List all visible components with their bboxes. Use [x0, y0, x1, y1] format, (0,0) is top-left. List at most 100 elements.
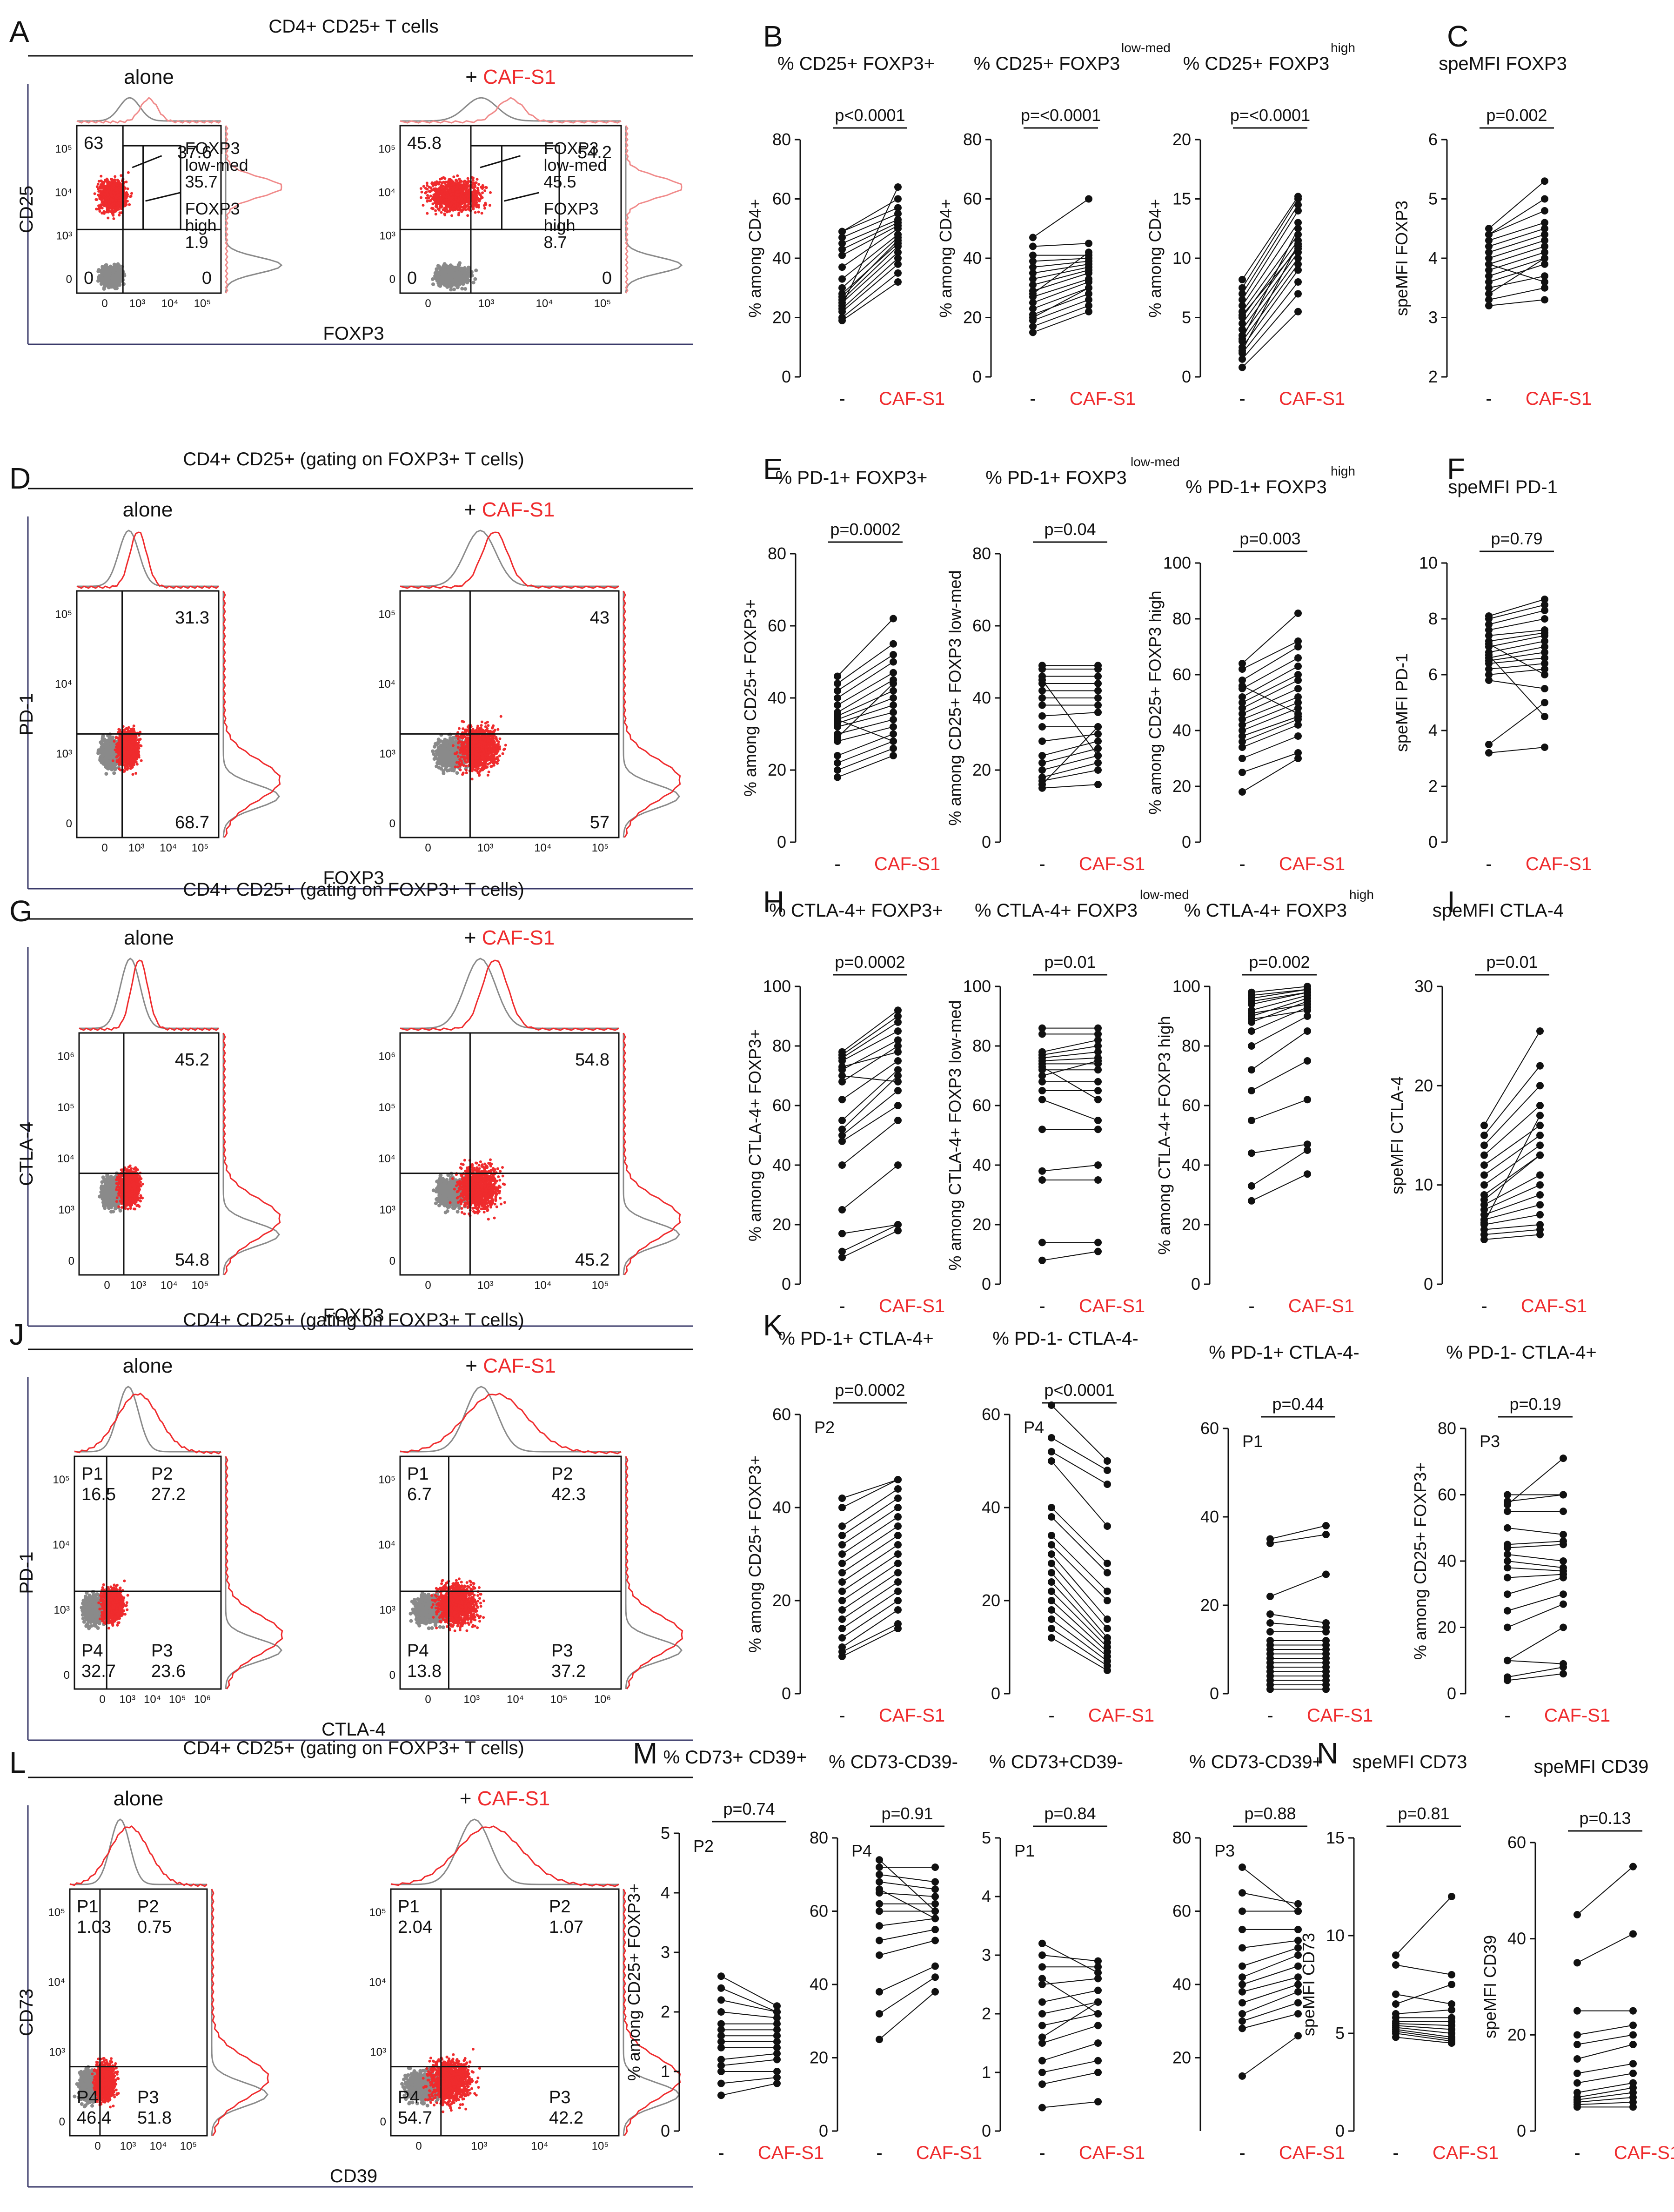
event-dot [477, 210, 480, 214]
flow-ylabel: PD-1 [16, 693, 37, 735]
event-dot [100, 212, 104, 215]
event-dot [464, 276, 468, 281]
event-dot [118, 270, 122, 275]
event-dot [447, 284, 450, 288]
event-dot [95, 208, 98, 211]
gate-label: FOXP3 [185, 199, 240, 218]
event-dot [477, 192, 481, 195]
event-dot [116, 282, 121, 287]
event-dot [442, 208, 445, 211]
event-dot [481, 191, 484, 194]
gate-label: 35.7 [185, 172, 218, 191]
event-dot [464, 208, 467, 211]
flow-title: CD4+ CD25+ T cells [268, 16, 438, 37]
event-dot [481, 184, 484, 187]
event-dot [100, 760, 104, 764]
event-dot [434, 193, 437, 196]
event-dot [100, 270, 104, 275]
event-dot [426, 188, 429, 191]
event-dot [107, 742, 111, 746]
event-dot [105, 177, 108, 181]
event-dot [420, 196, 422, 199]
event-dot [112, 771, 116, 775]
event-dot [114, 175, 117, 178]
event-dot [452, 175, 455, 179]
flow-xtick: 10⁵ [194, 297, 211, 310]
event-dot [464, 180, 467, 183]
event-dot [124, 198, 127, 201]
event-dot [107, 756, 111, 760]
event-dot [115, 759, 119, 762]
event-dot [474, 211, 477, 214]
event-dot [428, 186, 431, 189]
event-dot [438, 201, 441, 204]
event-dot [451, 207, 454, 210]
event-dot [451, 190, 454, 193]
event-dot [472, 176, 475, 180]
event-dot [432, 198, 435, 201]
event-dot [110, 267, 114, 271]
flow-xtick: 10⁴ [536, 297, 553, 310]
event-dot [439, 177, 442, 181]
event-dot [425, 181, 429, 185]
flow-xlabel: FOXP3 [323, 323, 384, 344]
event-dot [426, 212, 429, 215]
histogram-top-control [400, 97, 621, 122]
flow-xtick: 0 [425, 297, 431, 310]
quadrant-value: 0 [407, 268, 417, 288]
event-dot [113, 202, 116, 205]
event-dot [446, 180, 449, 183]
event-dot [475, 190, 478, 193]
event-dot [123, 187, 126, 190]
event-dot [484, 186, 488, 189]
event-dot [456, 174, 459, 177]
event-dot [111, 759, 114, 763]
event-dot [449, 183, 453, 187]
event-dot [129, 195, 132, 198]
flow-ytick: 10⁵ [378, 143, 395, 155]
event-dot [466, 185, 469, 188]
event-dot [431, 196, 435, 199]
event-dot [93, 192, 96, 195]
event-dot [425, 196, 428, 200]
histogram-right-caf [225, 125, 282, 294]
event-dot [457, 263, 462, 267]
event-dot [130, 192, 133, 195]
quadrant-value: 37.6 [177, 143, 212, 162]
event-dot [463, 287, 468, 291]
event-dot [115, 208, 119, 211]
event-dot [431, 282, 435, 286]
event-dot [114, 267, 118, 271]
event-dot [457, 212, 461, 215]
event-dot [109, 193, 113, 195]
event-dot [471, 281, 475, 285]
event-dot [461, 276, 465, 280]
event-dot [461, 197, 464, 201]
event-dot [453, 278, 456, 282]
event-dot [107, 216, 110, 220]
event-dot [99, 275, 103, 280]
event-dot [137, 756, 141, 759]
event-dot [430, 182, 434, 185]
event-dot [454, 181, 457, 185]
event-dot [134, 772, 138, 775]
event-dot [463, 184, 466, 187]
event-dot [109, 183, 113, 186]
event-dot [422, 204, 425, 207]
event-dot [462, 195, 466, 199]
event-dot [441, 271, 445, 275]
event-dot [126, 200, 129, 203]
event-dot [426, 194, 429, 197]
gate-box [122, 145, 181, 230]
event-dot [447, 277, 451, 282]
event-dot [114, 274, 118, 278]
event-dot [94, 198, 98, 201]
flow-xtick: 10⁵ [594, 297, 611, 310]
event-dot [109, 204, 112, 208]
event-dot [116, 744, 119, 747]
event-dot [442, 176, 445, 179]
event-dot [474, 268, 478, 273]
panel-letter-D: D [9, 462, 31, 495]
gate-label: high [185, 216, 217, 235]
